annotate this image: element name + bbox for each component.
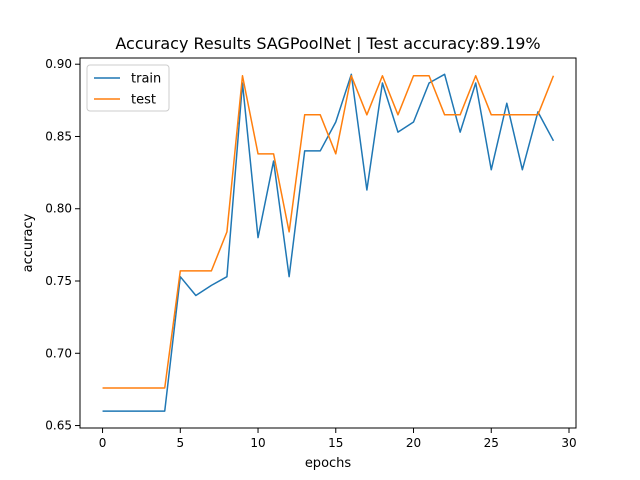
x-tick-label: 15 xyxy=(328,436,343,450)
legend-label-test: test xyxy=(131,93,156,108)
x-tick-label: 10 xyxy=(250,436,265,450)
x-tick-label: 0 xyxy=(99,436,107,450)
plot-area xyxy=(102,73,555,412)
x-tick-label: 30 xyxy=(561,436,576,450)
y-tick-label: 0.90 xyxy=(45,57,72,71)
x-axis: 0 5 10 15 20 25 30 xyxy=(99,428,577,450)
y-axis: 0.65 0.70 0.75 0.80 0.85 0.90 xyxy=(45,57,80,433)
y-tick-label: 0.80 xyxy=(45,202,72,216)
y-tick-label: 0.75 xyxy=(45,274,72,288)
x-tick-label: 20 xyxy=(406,436,421,450)
y-tick-label: 0.65 xyxy=(45,419,72,433)
chart-title: Accuracy Results SAGPoolNet | Test accur… xyxy=(115,34,540,53)
x-tick-label: 25 xyxy=(484,436,499,450)
x-axis-label: epochs xyxy=(305,456,352,471)
legend-label-train: train xyxy=(131,72,161,87)
y-axis-label: accuracy xyxy=(21,213,36,272)
series-line-test xyxy=(102,75,555,389)
y-tick-label: 0.70 xyxy=(45,346,72,360)
legend: train test xyxy=(86,64,170,112)
y-tick-label: 0.85 xyxy=(45,129,72,143)
x-tick-label: 5 xyxy=(176,436,184,450)
plot-frame xyxy=(79,57,577,429)
series-line-train xyxy=(102,73,555,412)
